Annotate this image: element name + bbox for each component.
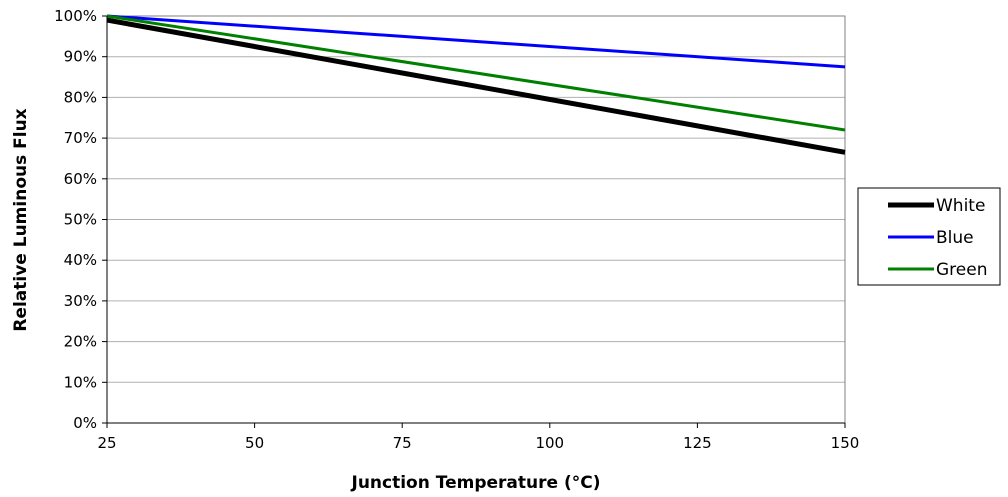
series-line-blue — [106, 14, 846, 69]
y-tick-label: 10% — [64, 373, 97, 391]
y-tick-label: 100% — [54, 7, 97, 25]
y-tick-label: 60% — [64, 170, 97, 188]
x-tick-label: 125 — [683, 434, 712, 452]
y-tick-label: 0% — [73, 414, 97, 432]
y-tick-label: 70% — [64, 129, 97, 147]
y-tick-label: 20% — [64, 333, 97, 351]
x-tick-label: 75 — [393, 434, 412, 452]
x-tick-label: 50 — [245, 434, 264, 452]
y-tick-label: 80% — [64, 88, 97, 106]
y-axis-title: Relative Luminous Flux — [11, 108, 31, 331]
legend-label-green: Green — [936, 260, 987, 280]
legend-label-blue: Blue — [936, 228, 974, 248]
gridlines — [107, 56, 845, 383]
y-tick-label: 40% — [64, 251, 97, 269]
legend-items: White Blue Green — [888, 196, 987, 280]
series-lines — [106, 14, 846, 155]
y-tick-label: 30% — [64, 292, 97, 310]
y-tick-label: 90% — [64, 48, 97, 66]
x-tick-label: 150 — [831, 434, 860, 452]
y-axis-ticks: 0% 10% 20% 30% 40% 50% 60% 70% 80% 90% 100% — [54, 7, 107, 432]
y-tick-label: 50% — [64, 211, 97, 229]
x-axis-ticks: 25 50 75 100 125 150 — [97, 423, 859, 452]
x-tick-label: 100 — [535, 434, 564, 452]
series-line-green — [106, 14, 846, 132]
legend: White Blue Green — [857, 187, 1001, 286]
x-tick-label: 25 — [97, 434, 116, 452]
series-line-white — [106, 17, 846, 155]
legend-label-white: White — [936, 196, 985, 216]
x-axis-title: Junction Temperature (°C) — [351, 473, 601, 493]
